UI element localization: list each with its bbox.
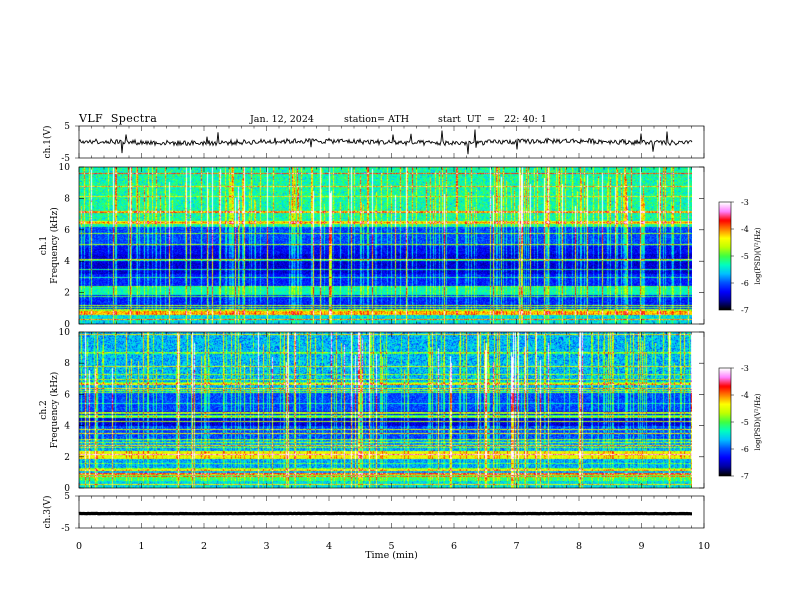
ch1-colorbar-tick: -4 [741, 225, 749, 234]
ch1-ylabel: ch.1(V) [42, 126, 53, 159]
ch1-colorbar-label: log(PSD)(V²/Hz) [754, 227, 762, 284]
ch2-freq-tick: 2 [64, 453, 70, 463]
x-tick-label: 2 [201, 541, 207, 552]
x-tick-label: 5 [388, 541, 394, 552]
ch2-colorbar-tick: -5 [741, 418, 749, 427]
ch1-freq-tick: 2 [64, 289, 70, 299]
ch2-colorbar-tick: -3 [741, 364, 749, 373]
ch3-ytick-top: 5 [64, 492, 70, 502]
ch1-colorbar [719, 202, 731, 310]
ch1-freq-tick: 4 [64, 257, 70, 267]
x-tick-label: 9 [638, 541, 644, 552]
ch1-colorbar-tick: -5 [741, 252, 749, 261]
x-tick-label: 7 [513, 541, 519, 552]
ch2-freq-tick: 8 [64, 359, 70, 369]
ch3-ylabel: ch.3(V) [42, 496, 53, 529]
ch1-ytick-top: 5 [64, 122, 70, 132]
ch1-freq-axis-label: Frequency (kHz) [49, 207, 60, 284]
ch1-freq-tick: 0 [64, 320, 70, 330]
x-tick-label: 8 [576, 541, 582, 552]
x-tick-label: 10 [698, 541, 710, 552]
ch2-freq-tick: 10 [59, 328, 71, 338]
x-tick-label: 0 [76, 541, 82, 552]
ch1-colorbar-tick: -7 [741, 306, 749, 315]
start-time-label: start UT = 22: 40: 1 [438, 114, 547, 125]
ch2-freq-axis-label: Frequency (kHz) [49, 372, 60, 449]
ch1-colorbar-tick: -3 [741, 198, 749, 207]
station-label: station= ATH [344, 114, 409, 125]
ch2-freq-tick: 4 [64, 422, 70, 432]
ch1-freq-tick: 10 [59, 163, 71, 173]
x-tick-label: 4 [326, 541, 332, 552]
ch1-freq-tick: 8 [64, 194, 70, 204]
ch1-waveform [78, 129, 693, 155]
ch1-channel-label: ch.1 [39, 236, 49, 255]
ch2-colorbar [719, 368, 731, 476]
ch1-colorbar-tick: -6 [741, 279, 749, 288]
ch2-channel-label: ch.2 [39, 400, 49, 419]
x-tick-label: 6 [451, 541, 457, 552]
ch1-spectrogram [79, 167, 692, 324]
ch2-freq-tick: 6 [64, 390, 70, 400]
ch2-colorbar-tick: -6 [741, 445, 749, 454]
ch2-colorbar-tick: -7 [741, 472, 749, 481]
ch3-ytick-bottom: -5 [61, 524, 70, 534]
figure-title: VLF Spectra [79, 112, 158, 125]
ch2-freq-tick: 0 [64, 484, 70, 494]
ch1-ytick-bottom: -5 [61, 154, 70, 164]
x-tick-label: 3 [263, 541, 269, 552]
x-tick-label: 1 [138, 541, 144, 552]
ch2-colorbar-label: log(PSD)(V²/Hz) [754, 393, 762, 450]
ch2-colorbar-tick: -4 [741, 391, 749, 400]
ch1-freq-tick: 6 [64, 226, 70, 236]
x-axis-label: Time (min) [365, 550, 418, 561]
ch2-spectrogram [79, 332, 692, 488]
date-label: Jan. 12, 2024 [250, 114, 314, 125]
